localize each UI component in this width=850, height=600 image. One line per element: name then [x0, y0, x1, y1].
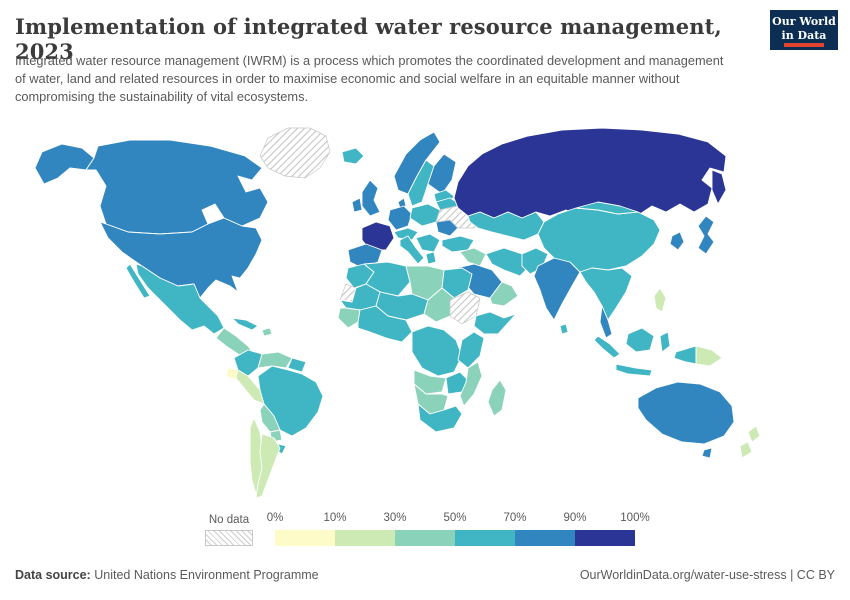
owid-logo-red-bar — [784, 43, 824, 47]
country-iceland[interactable] — [341, 147, 365, 165]
country-germany[interactable] — [387, 205, 413, 231]
country-iraq[interactable] — [459, 247, 487, 267]
country-sri-lanka[interactable] — [559, 323, 569, 335]
country-baja-california[interactable] — [125, 263, 151, 299]
legend-swatch-bin-2[interactable] — [395, 530, 455, 546]
owid-link[interactable]: OurWorldinData.org/water-use-stress | CC… — [579, 568, 835, 582]
legend-tick-70: 70% — [503, 512, 527, 524]
country-senegal-guinea[interactable] — [337, 307, 361, 329]
country-sumatra[interactable] — [593, 335, 621, 359]
country-central-africa[interactable] — [411, 325, 463, 377]
legend-swatch-bin-1[interactable] — [335, 530, 395, 546]
country-venezuela[interactable] — [257, 351, 293, 369]
legend-tick-50: 50% — [443, 512, 467, 524]
country-russia[interactable] — [453, 127, 727, 219]
country-italy[interactable] — [399, 235, 425, 265]
world-map-svg — [34, 127, 761, 499]
data-source-value: United Nations Environment Programme — [94, 568, 319, 582]
country-korea[interactable] — [669, 231, 685, 251]
legend-color-bar: 0% 10% 30% 50% 70% 90% 100% — [267, 512, 650, 546]
data-source-label: Data source: — [15, 568, 91, 582]
country-philippines[interactable] — [653, 287, 667, 313]
chart-footer: Data source: United Nations Environment … — [15, 568, 835, 582]
legend-tick-0: 0% — [266, 512, 284, 524]
country-japan[interactable] — [697, 215, 715, 255]
country-malay-peninsula[interactable] — [599, 305, 613, 339]
country-horn-of-africa[interactable] — [473, 311, 517, 335]
legend-swatches — [275, 530, 635, 546]
owid-logo-line1: Our World — [772, 15, 836, 28]
page-title: Implementation of integrated water resou… — [15, 14, 722, 64]
country-sulawesi[interactable] — [659, 331, 671, 353]
map-legend: No data 0% 10% 30% 50% 70% 90% 100% — [205, 512, 650, 546]
owid-logo-line2: in Data — [781, 28, 827, 42]
country-papua-new-guinea[interactable] — [695, 345, 723, 367]
country-peru[interactable] — [235, 369, 265, 405]
country-poland[interactable] — [409, 203, 441, 227]
country-mozambique[interactable] — [459, 361, 483, 407]
country-madagascar[interactable] — [487, 379, 507, 417]
country-denmark[interactable] — [397, 197, 407, 209]
legend-swatch-bin-5[interactable] — [575, 530, 635, 546]
country-alpine-europe[interactable] — [393, 227, 419, 241]
country-mongolia[interactable] — [575, 201, 639, 215]
country-argentina[interactable] — [255, 433, 281, 499]
country-greenland[interactable] — [259, 127, 331, 179]
legend-no-data-swatch[interactable] — [205, 530, 253, 546]
world-choropleth-map — [10, 118, 840, 510]
country-southeast-asia[interactable] — [579, 267, 633, 321]
country-norway[interactable] — [393, 131, 441, 195]
country-borneo[interactable] — [625, 327, 655, 353]
legend-swatch-bin-4[interactable] — [515, 530, 575, 546]
country-india[interactable] — [533, 257, 581, 321]
country-greece[interactable] — [425, 251, 437, 265]
country-ecuador[interactable] — [225, 367, 239, 381]
legend-swatch-bin-3[interactable] — [455, 530, 515, 546]
country-balkans[interactable] — [415, 233, 441, 253]
legend-tick-90: 90% — [563, 512, 587, 524]
legend-no-data-label: No data — [208, 514, 250, 526]
country-iran[interactable] — [485, 247, 531, 277]
country-hispaniola[interactable] — [261, 327, 273, 337]
country-tasmania[interactable] — [701, 447, 713, 459]
country-spain[interactable] — [347, 243, 383, 269]
legend-tick-30: 30% — [383, 512, 407, 524]
country-cuba[interactable] — [231, 317, 259, 331]
country-kazakhstan[interactable] — [467, 211, 545, 241]
country-guyanas[interactable] — [287, 357, 307, 373]
owid-logo[interactable]: Our World in Data — [770, 10, 838, 50]
country-new-zealand[interactable] — [739, 425, 761, 459]
legend-tick-10: 10% — [323, 512, 347, 524]
country-ireland[interactable] — [351, 197, 363, 213]
country-canada[interactable] — [85, 139, 269, 235]
legend-swatch-bin-0[interactable] — [275, 530, 335, 546]
country-alaska[interactable] — [34, 143, 95, 185]
country-south-africa[interactable] — [417, 403, 463, 433]
data-source: Data source: United Nations Environment … — [15, 568, 319, 582]
legend-no-data: No data — [205, 514, 253, 546]
country-java[interactable] — [615, 363, 653, 377]
legend-tick-100: 100% — [620, 512, 650, 524]
country-finland[interactable] — [427, 153, 457, 195]
country-west-new-guinea[interactable] — [673, 345, 697, 365]
country-yemen-oman[interactable] — [489, 281, 519, 307]
country-united-kingdom[interactable] — [361, 179, 381, 217]
country-france[interactable] — [361, 221, 395, 251]
page-subtitle: Integrated water resource management (IW… — [15, 53, 724, 105]
country-kenya-tanzania[interactable] — [457, 331, 485, 369]
country-australia[interactable] — [637, 381, 735, 445]
